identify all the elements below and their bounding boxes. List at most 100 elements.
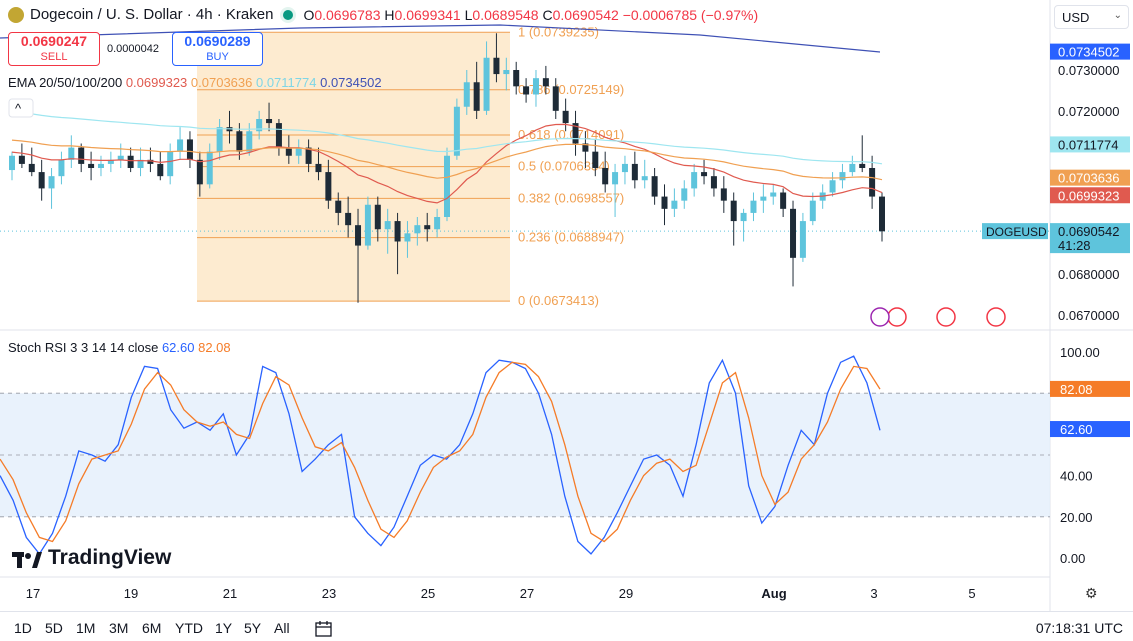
candle	[374, 204, 381, 230]
gear-icon[interactable]: ⚙	[1085, 585, 1098, 601]
candle	[829, 180, 836, 193]
candle	[88, 163, 95, 168]
symbol-title[interactable]: Dogecoin / U. S. Dollar · 4h · Kraken	[30, 6, 274, 23]
ema-legend[interactable]: EMA 20/50/100/200 0.0699323 0.0703636 0.…	[8, 75, 382, 90]
currency-select[interactable]: USD ⌄	[1054, 5, 1129, 29]
candle	[621, 163, 628, 173]
candle	[434, 217, 441, 230]
range-button-1y[interactable]: 1Y	[215, 620, 233, 636]
dogecoin-icon	[8, 6, 24, 23]
range-button-3m[interactable]: 3M	[109, 620, 129, 636]
range-button-1d[interactable]: 1D	[14, 620, 32, 636]
price-chart[interactable]: 1 (0.0739235)0.786 (0.0725149)0.618 (0.0…	[0, 0, 1133, 611]
candle	[186, 139, 193, 160]
candle	[780, 192, 787, 209]
stoch-label: Stoch RSI 3 3 14 14 close	[8, 340, 159, 355]
candle	[701, 172, 708, 177]
currency-value: USD	[1062, 10, 1090, 25]
candle	[147, 159, 154, 164]
candle	[38, 172, 45, 189]
stoch-tick-label: 0.00	[1060, 551, 1085, 566]
range-button-5d[interactable]: 5D	[45, 620, 63, 636]
spread-value: 0.0000042	[107, 43, 159, 55]
stoch-tick-label: 40.00	[1060, 469, 1093, 484]
price-label-box	[1050, 136, 1130, 153]
range-button-6m[interactable]: 6M	[142, 620, 162, 636]
candle-countdown: 41:28	[1058, 238, 1091, 253]
candle	[345, 212, 352, 226]
candle	[48, 176, 55, 189]
candle	[641, 176, 648, 181]
stoch-rsi-legend[interactable]: Stoch RSI 3 3 14 14 close 62.60 82.08	[8, 340, 231, 355]
price-label: 0.0703636	[1058, 171, 1119, 186]
price-tick-label: 0.0730000	[1058, 63, 1119, 78]
range-button-5y[interactable]: 5Y	[244, 620, 262, 636]
price-label: 0.0711774	[1058, 137, 1119, 152]
candle	[809, 200, 816, 222]
sell-button[interactable]: 0.0690247 SELL	[8, 32, 100, 66]
price-label: 0.0734502	[1058, 45, 1119, 60]
candle	[127, 155, 134, 168]
candle	[740, 212, 747, 222]
stoch-band	[0, 393, 1050, 517]
price-label-box	[1050, 169, 1130, 186]
range-button-1m[interactable]: 1M	[76, 620, 96, 636]
fib-level-label: 0.618 (0.0714091)	[518, 127, 624, 142]
ema20-line	[11, 123, 883, 204]
stoch-d-tag-box	[1050, 380, 1130, 397]
price-tick-label: 0.0680000	[1058, 267, 1119, 282]
candle	[532, 78, 539, 95]
candle	[28, 163, 35, 173]
candle	[483, 57, 490, 111]
calendar-icon[interactable]	[314, 620, 334, 641]
candle	[631, 163, 638, 181]
last-price-label: 0.0690542	[1058, 224, 1119, 239]
fib-level-label: 1 (0.0739235)	[518, 24, 599, 39]
range-button-all[interactable]: All	[274, 620, 290, 636]
candle	[760, 196, 767, 201]
stoch-k-tag-box	[1050, 421, 1130, 438]
candle	[572, 123, 579, 144]
utc-clock[interactable]: 07:18:31 UTC	[1035, 620, 1123, 636]
candle	[790, 208, 797, 258]
candle	[18, 155, 25, 164]
ema-label: EMA 20/50/100/200	[8, 75, 123, 90]
stoch-tick-label: 100.00	[1060, 345, 1100, 360]
candle	[256, 119, 263, 132]
tradingview-logo[interactable]: TradingView	[12, 546, 171, 570]
candle	[335, 200, 342, 213]
candle	[552, 86, 559, 111]
time-tick-label: 17	[26, 586, 40, 601]
brand-name: TradingView	[48, 546, 172, 569]
time-tick-label: Aug	[761, 586, 786, 601]
candle	[463, 82, 470, 107]
candle	[651, 176, 658, 197]
candle	[68, 147, 75, 160]
stoch-k-tag: 62.60	[1060, 422, 1093, 437]
candle	[493, 57, 500, 75]
buy-label: BUY	[206, 51, 229, 63]
candle	[869, 168, 876, 197]
symbol-tag-box	[982, 223, 1048, 240]
ema200-line	[0, 24, 881, 53]
candle	[612, 172, 619, 185]
fib-level-label: 0.382 (0.0698557)	[518, 190, 624, 205]
buy-button[interactable]: 0.0690289 BUY	[172, 32, 263, 66]
candle	[137, 159, 144, 168]
candle	[444, 155, 450, 217]
candle	[275, 123, 282, 148]
range-button-ytd[interactable]: YTD	[175, 620, 203, 636]
candle	[849, 163, 856, 173]
candle	[177, 139, 184, 152]
stoch-k-line	[0, 355, 881, 556]
candle	[592, 151, 599, 168]
time-tick-label: 23	[322, 586, 336, 601]
price-label-box	[1050, 187, 1130, 204]
sell-label: SELL	[40, 51, 68, 63]
candle	[285, 147, 292, 156]
ema20-value: 0.0699323	[125, 75, 188, 90]
price-label: 0.0699323	[1058, 188, 1119, 203]
us-flag-icon	[986, 307, 1006, 327]
time-tick-label: 19	[124, 586, 138, 601]
candle	[730, 200, 737, 222]
